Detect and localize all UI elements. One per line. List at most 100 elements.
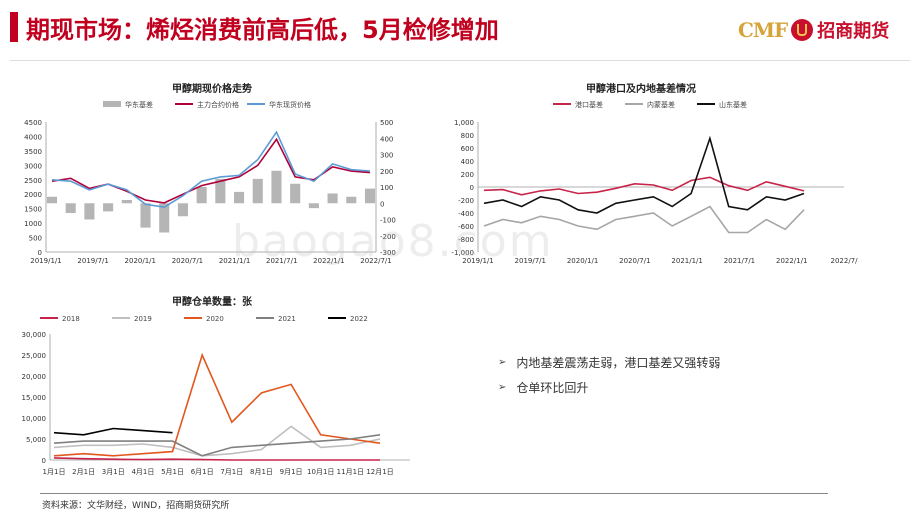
basis-bar (103, 203, 114, 212)
price-chart: 华东基差 主力合约价格 华东现货价格050010001500200025003000… (24, 100, 396, 265)
x-tick-label: 7月1日 (220, 468, 243, 476)
legend-label: 山东基差 (719, 100, 747, 109)
series-line (483, 176, 805, 196)
y-tick-label: 2000 (24, 191, 42, 199)
logo-seal-icon (791, 19, 814, 41)
x-tick-label: 2019/7/1 (515, 257, 546, 265)
logo-cmf-text: CMF (738, 18, 788, 42)
x-tick-label: 9月1日 (280, 468, 303, 476)
basis-bar (196, 187, 207, 204)
x-tick-label: 2021/7/1 (724, 257, 755, 265)
y2-tick-label: -100 (380, 217, 396, 225)
series-line (53, 427, 173, 436)
series-line (53, 457, 380, 461)
y2-tick-label: 200 (380, 168, 393, 176)
header-divider (10, 60, 910, 61)
x-tick-label: 2020/7/1 (172, 257, 203, 265)
basis-bar (364, 188, 376, 204)
bullet-list: ➢ 内地基差震荡走弱，港口基差又强转弱 ➢ 仓单环比回升 (498, 354, 720, 404)
legend-label: 内蒙基差 (647, 100, 675, 109)
y-tick-label: 1,000 (454, 119, 474, 127)
bullet-text: 内地基差震荡走弱，港口基差又强转弱 (516, 356, 721, 370)
x-tick-label: 2021/1/1 (219, 257, 250, 265)
title-accent-bar (10, 12, 18, 42)
y-tick-label: 10,000 (22, 415, 47, 423)
basis-bar (159, 203, 170, 233)
basis-chart-title: 甲醇港口及内地基差情况 (586, 84, 696, 95)
basis-chart: 港口基差 内蒙基差 山东基差 -1,000 -800 -600 -400 -200 0 200 40… (451, 100, 858, 265)
y2-tick-label: -300 (380, 249, 396, 257)
x-tick-label: 1月1日 (43, 468, 66, 476)
y-tick-label: 0 (38, 249, 42, 257)
legend-label: 2021 (278, 315, 296, 323)
y-tick-label: 400 (461, 158, 474, 166)
y2-tick-label: 0 (380, 200, 384, 208)
y-tick-label: 2500 (24, 177, 42, 185)
x-tick-label: 6月1日 (191, 468, 214, 476)
bullet-arrow-icon: ➢ (498, 357, 507, 368)
y-tick-label: 5,000 (26, 436, 46, 444)
y-tick-label: 600 (461, 145, 474, 153)
price-chart-title: 甲醇期现价格走势 (172, 84, 252, 95)
basis-bar (84, 203, 95, 220)
basis-bar (346, 196, 357, 204)
logo-company-name: 招商期货 (817, 21, 890, 42)
y-tick-label: -200 (458, 197, 474, 205)
bullet-item: ➢ 内地基差震荡走弱，港口基差又强转弱 (498, 354, 720, 371)
series-line (53, 434, 381, 457)
y-tick-label: 200 (461, 171, 474, 179)
legend-swatch (103, 101, 121, 107)
basis-bar (308, 203, 319, 209)
x-tick-label: 2021/7/1 (266, 257, 297, 265)
series-line (53, 352, 381, 457)
warrant-chart: 2018 2019 2020 2021 2022 0 5,000 10,000 15,000 20… (22, 315, 410, 476)
x-tick-label: 2019/7/1 (77, 257, 108, 265)
watermark: baogao8.com (232, 216, 554, 267)
x-tick-label: 2022/7/1 (360, 257, 391, 265)
y-tick-label: -600 (458, 223, 474, 231)
warrant-chart-title: 甲醇仓单数量：张 (172, 297, 252, 308)
basis-bar (177, 203, 188, 217)
legend-label: 2019 (134, 315, 152, 323)
series-line (51, 137, 371, 204)
series-line (483, 205, 805, 234)
x-tick-label: 12月1日 (366, 468, 393, 476)
y-tick-label: 1000 (24, 220, 42, 228)
y2-tick-label: -200 (380, 233, 396, 241)
y-tick-label: 15,000 (22, 394, 47, 402)
basis-bar (290, 183, 301, 204)
basis-bar (271, 170, 282, 204)
y-tick-label: -1,000 (451, 249, 474, 257)
basis-bar (46, 196, 58, 204)
bullet-item: ➢ 仓单环比回升 (498, 379, 720, 396)
y-tick-label: 3500 (24, 148, 42, 156)
basis-bar (234, 191, 245, 204)
page-title: 期现市场：烯烃消费前高后低，5月检修增加 (26, 16, 499, 44)
x-tick-label: 5月1日 (161, 468, 184, 476)
x-tick-label: 2020/1/1 (125, 257, 156, 265)
y-tick-label: 800 (461, 132, 474, 140)
series-line (51, 130, 371, 209)
basis-bar (215, 178, 226, 204)
y2-tick-label: 400 (380, 135, 393, 143)
y2-tick-label: 500 (380, 119, 393, 127)
x-tick-label: 2022/1/1 (313, 257, 344, 265)
series-line (53, 425, 381, 457)
legend-label: 2020 (206, 315, 224, 323)
basis-bar (121, 200, 132, 204)
x-tick-label: 2019/1/1 (30, 257, 61, 265)
y-tick-label: 500 (29, 235, 42, 243)
y-tick-label: -800 (458, 236, 474, 244)
x-tick-label: 2020/1/1 (567, 257, 598, 265)
y-tick-label: 30,000 (22, 331, 47, 339)
series-line (483, 135, 805, 214)
x-tick-label: 3月1日 (102, 468, 125, 476)
y-tick-label: 25,000 (22, 352, 47, 360)
y-tick-label: 3000 (24, 162, 42, 170)
x-tick-label: 8月1日 (250, 468, 273, 476)
y-tick-label: 0 (42, 457, 46, 465)
x-tick-label: 2022/1/1 (776, 257, 807, 265)
legend-label: 华东现货价格 (269, 100, 311, 109)
y-tick-label: 4000 (24, 133, 42, 141)
x-tick-label: 4月1日 (131, 468, 154, 476)
